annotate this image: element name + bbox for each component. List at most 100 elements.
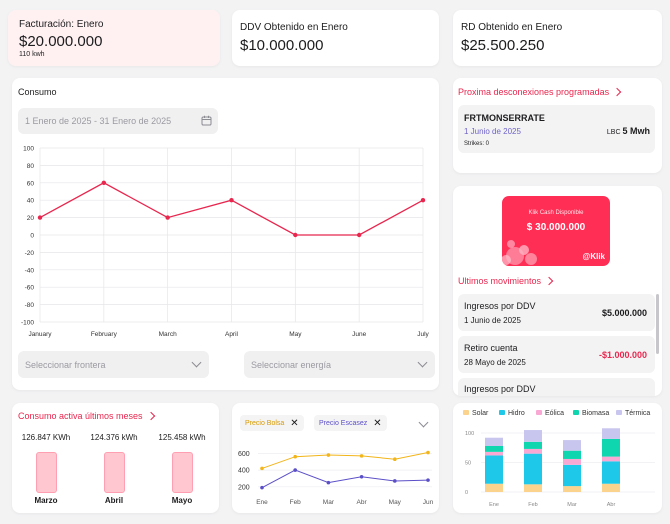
- desconexion-date: 1 Junio de 2025: [464, 127, 521, 136]
- y-tick-label: 100: [465, 431, 474, 437]
- data-point: [165, 215, 170, 220]
- stacked-bar-segment: [524, 441, 542, 449]
- movimiento-item[interactable]: Ingresos por DDV 1 Junio de 2025 $5.000.…: [458, 294, 655, 331]
- consumo-meses-link[interactable]: Consumo activa últimos meses: [18, 411, 155, 421]
- movimiento-item[interactable]: Retiro cuenta 28 Mayo de 2025 -$1.000.00…: [458, 336, 655, 373]
- precio-escasez-chip-label: Precio Escasez: [319, 419, 368, 427]
- close-icon[interactable]: ✕: [373, 417, 382, 429]
- mes-label: Mayo: [171, 496, 193, 505]
- x-tick-label: Jun: [423, 499, 434, 506]
- x-tick-label: Feb: [528, 502, 537, 508]
- calendar-icon[interactable]: [201, 115, 212, 126]
- date-range-text: 1 Enero de 2025 - 31 Enero de 2025: [25, 116, 172, 126]
- date-range-input[interactable]: 1 Enero de 2025 - 31 Enero de 2025: [18, 108, 218, 134]
- stacked-bar-segment: [524, 430, 542, 442]
- x-tick-label: Mar: [323, 499, 335, 506]
- lbc-value: 5 Mwh: [622, 126, 650, 136]
- precios-line-chart: 600 400 200 Ene Feb Mar Abr May Jun: [238, 450, 434, 506]
- mes-bar: [171, 452, 193, 493]
- kpi-rd-value: $25.500.250: [461, 37, 545, 54]
- consumo-title: Consumo: [18, 87, 57, 97]
- chevron-down-icon[interactable]: [418, 417, 429, 428]
- movimiento-amount: -$1.000.000: [598, 350, 647, 360]
- y-tick-label: -100: [21, 320, 34, 327]
- mes-label: Marzo: [34, 496, 58, 505]
- x-tick-label: July: [417, 331, 429, 338]
- energia-select[interactable]: Seleccionar energía: [244, 351, 435, 378]
- klik-logo-text: Klik: [590, 252, 605, 261]
- stacked-bar-segment: [524, 453, 542, 485]
- cash-movimientos-card: Klik Cash Disponible $ 30.000.000 @Klik …: [453, 186, 662, 396]
- precio-bolsa-chip[interactable]: Precio Bolsa ✕: [240, 415, 304, 431]
- data-point: [37, 215, 43, 220]
- stacked-bar-segment: [485, 437, 503, 446]
- stacked-bar-segment: [485, 483, 503, 492]
- x-tick-label: June: [352, 331, 366, 338]
- precios-card: Precio Bolsa ✕ Precio Escasez ✕ 600 400 20…: [232, 403, 439, 513]
- data-point: [260, 485, 264, 490]
- kpi-ddv-title: DDV Obtenido en Enero: [240, 22, 348, 33]
- x-tick-label: Abr: [607, 502, 616, 508]
- x-tick-label: March: [159, 331, 177, 338]
- consumo-card: Consumo 1 Enero de 2025 - 31 Enero de 20…: [12, 78, 439, 390]
- legend-label: Eólica: [545, 410, 564, 417]
- stacked-bar-segment: [563, 458, 581, 465]
- chevron-right-icon: [146, 411, 155, 421]
- data-point: [393, 457, 397, 462]
- stacked-bar-segment: [485, 445, 503, 452]
- generacion-stacked-chart: Solar Hidro Eólica Biomasa Térmica 100 50 0 Ene F…: [463, 410, 655, 508]
- chevron-right-icon: [544, 276, 554, 286]
- stacked-bar-segment: [563, 486, 581, 492]
- data-point: [359, 474, 364, 479]
- kpi-facturacion-sub: 110 kwh: [19, 51, 45, 58]
- stacked-bar-segment: [485, 455, 503, 484]
- stacked-bar-segment: [602, 456, 620, 462]
- legend-label: Solar: [472, 410, 489, 417]
- movimientos-scrollbar[interactable]: [656, 294, 659, 354]
- close-icon[interactable]: ✕: [290, 417, 299, 429]
- stacked-bar-segment: [485, 451, 503, 456]
- klik-cash-card: Klik Cash Disponible $ 30.000.000 @Klik: [502, 196, 610, 266]
- desconexiones-card: Proxima desconexiones programadas FRTMON…: [453, 78, 662, 173]
- legend-label: Hidro: [508, 410, 525, 417]
- y-tick-label: -20: [25, 250, 35, 257]
- series-line: [261, 469, 429, 489]
- energia-select-text: Seleccionar energía: [251, 359, 332, 370]
- klik-logo: @Klik: [582, 252, 605, 261]
- y-tick-label: 60: [27, 180, 35, 187]
- movimiento-date: 28 Mayo de 2025: [464, 358, 526, 367]
- frontera-select-text: Seleccionar frontera: [25, 359, 106, 370]
- x-tick-label: Abr: [357, 499, 368, 506]
- y-tick-label: 40: [27, 198, 35, 205]
- y-tick-label: 600: [238, 451, 250, 458]
- desconexiones-link[interactable]: Proxima desconexiones programadas: [458, 87, 622, 97]
- legend-swatch: [573, 410, 579, 415]
- x-tick-label: February: [91, 331, 118, 338]
- movimiento-item[interactable]: Ingresos por DDV: [458, 378, 655, 396]
- data-point: [359, 454, 364, 458]
- data-point: [393, 479, 397, 483]
- legend-swatch: [499, 410, 505, 415]
- precio-escasez-chip[interactable]: Precio Escasez ✕: [314, 415, 387, 431]
- chevron-down-icon: [417, 357, 428, 368]
- legend-swatch: [463, 410, 469, 415]
- data-point: [293, 468, 297, 472]
- mes-column: 126.847 KWh Marzo: [12, 433, 80, 505]
- mes-label: Abril: [104, 496, 124, 505]
- data-point: [293, 232, 298, 238]
- desconexion-name: FRTMONSERRATE: [464, 113, 545, 123]
- data-point: [356, 232, 362, 238]
- stacked-bar-segment: [602, 483, 620, 492]
- movimientos-link[interactable]: Ultimos movimientos: [458, 276, 554, 286]
- movimiento-title: Ingresos por DDV: [464, 384, 536, 394]
- x-tick-label: May: [289, 331, 302, 338]
- chevron-down-icon: [191, 357, 202, 368]
- desconexiones-title: Proxima desconexiones programadas: [458, 87, 610, 97]
- frontera-select[interactable]: Seleccionar frontera: [18, 351, 209, 378]
- kpi-rd-title: RD Obtenido en Enero: [461, 22, 563, 33]
- mes-kwh: 124.376 kWh: [90, 433, 138, 442]
- y-tick-label: -40: [25, 267, 35, 274]
- data-point: [326, 480, 331, 485]
- mes-kwh: 126.847 KWh: [21, 433, 71, 442]
- desconexion-item[interactable]: FRTMONSERRATE 1 Junio de 2025 Strikes: 0…: [458, 105, 655, 153]
